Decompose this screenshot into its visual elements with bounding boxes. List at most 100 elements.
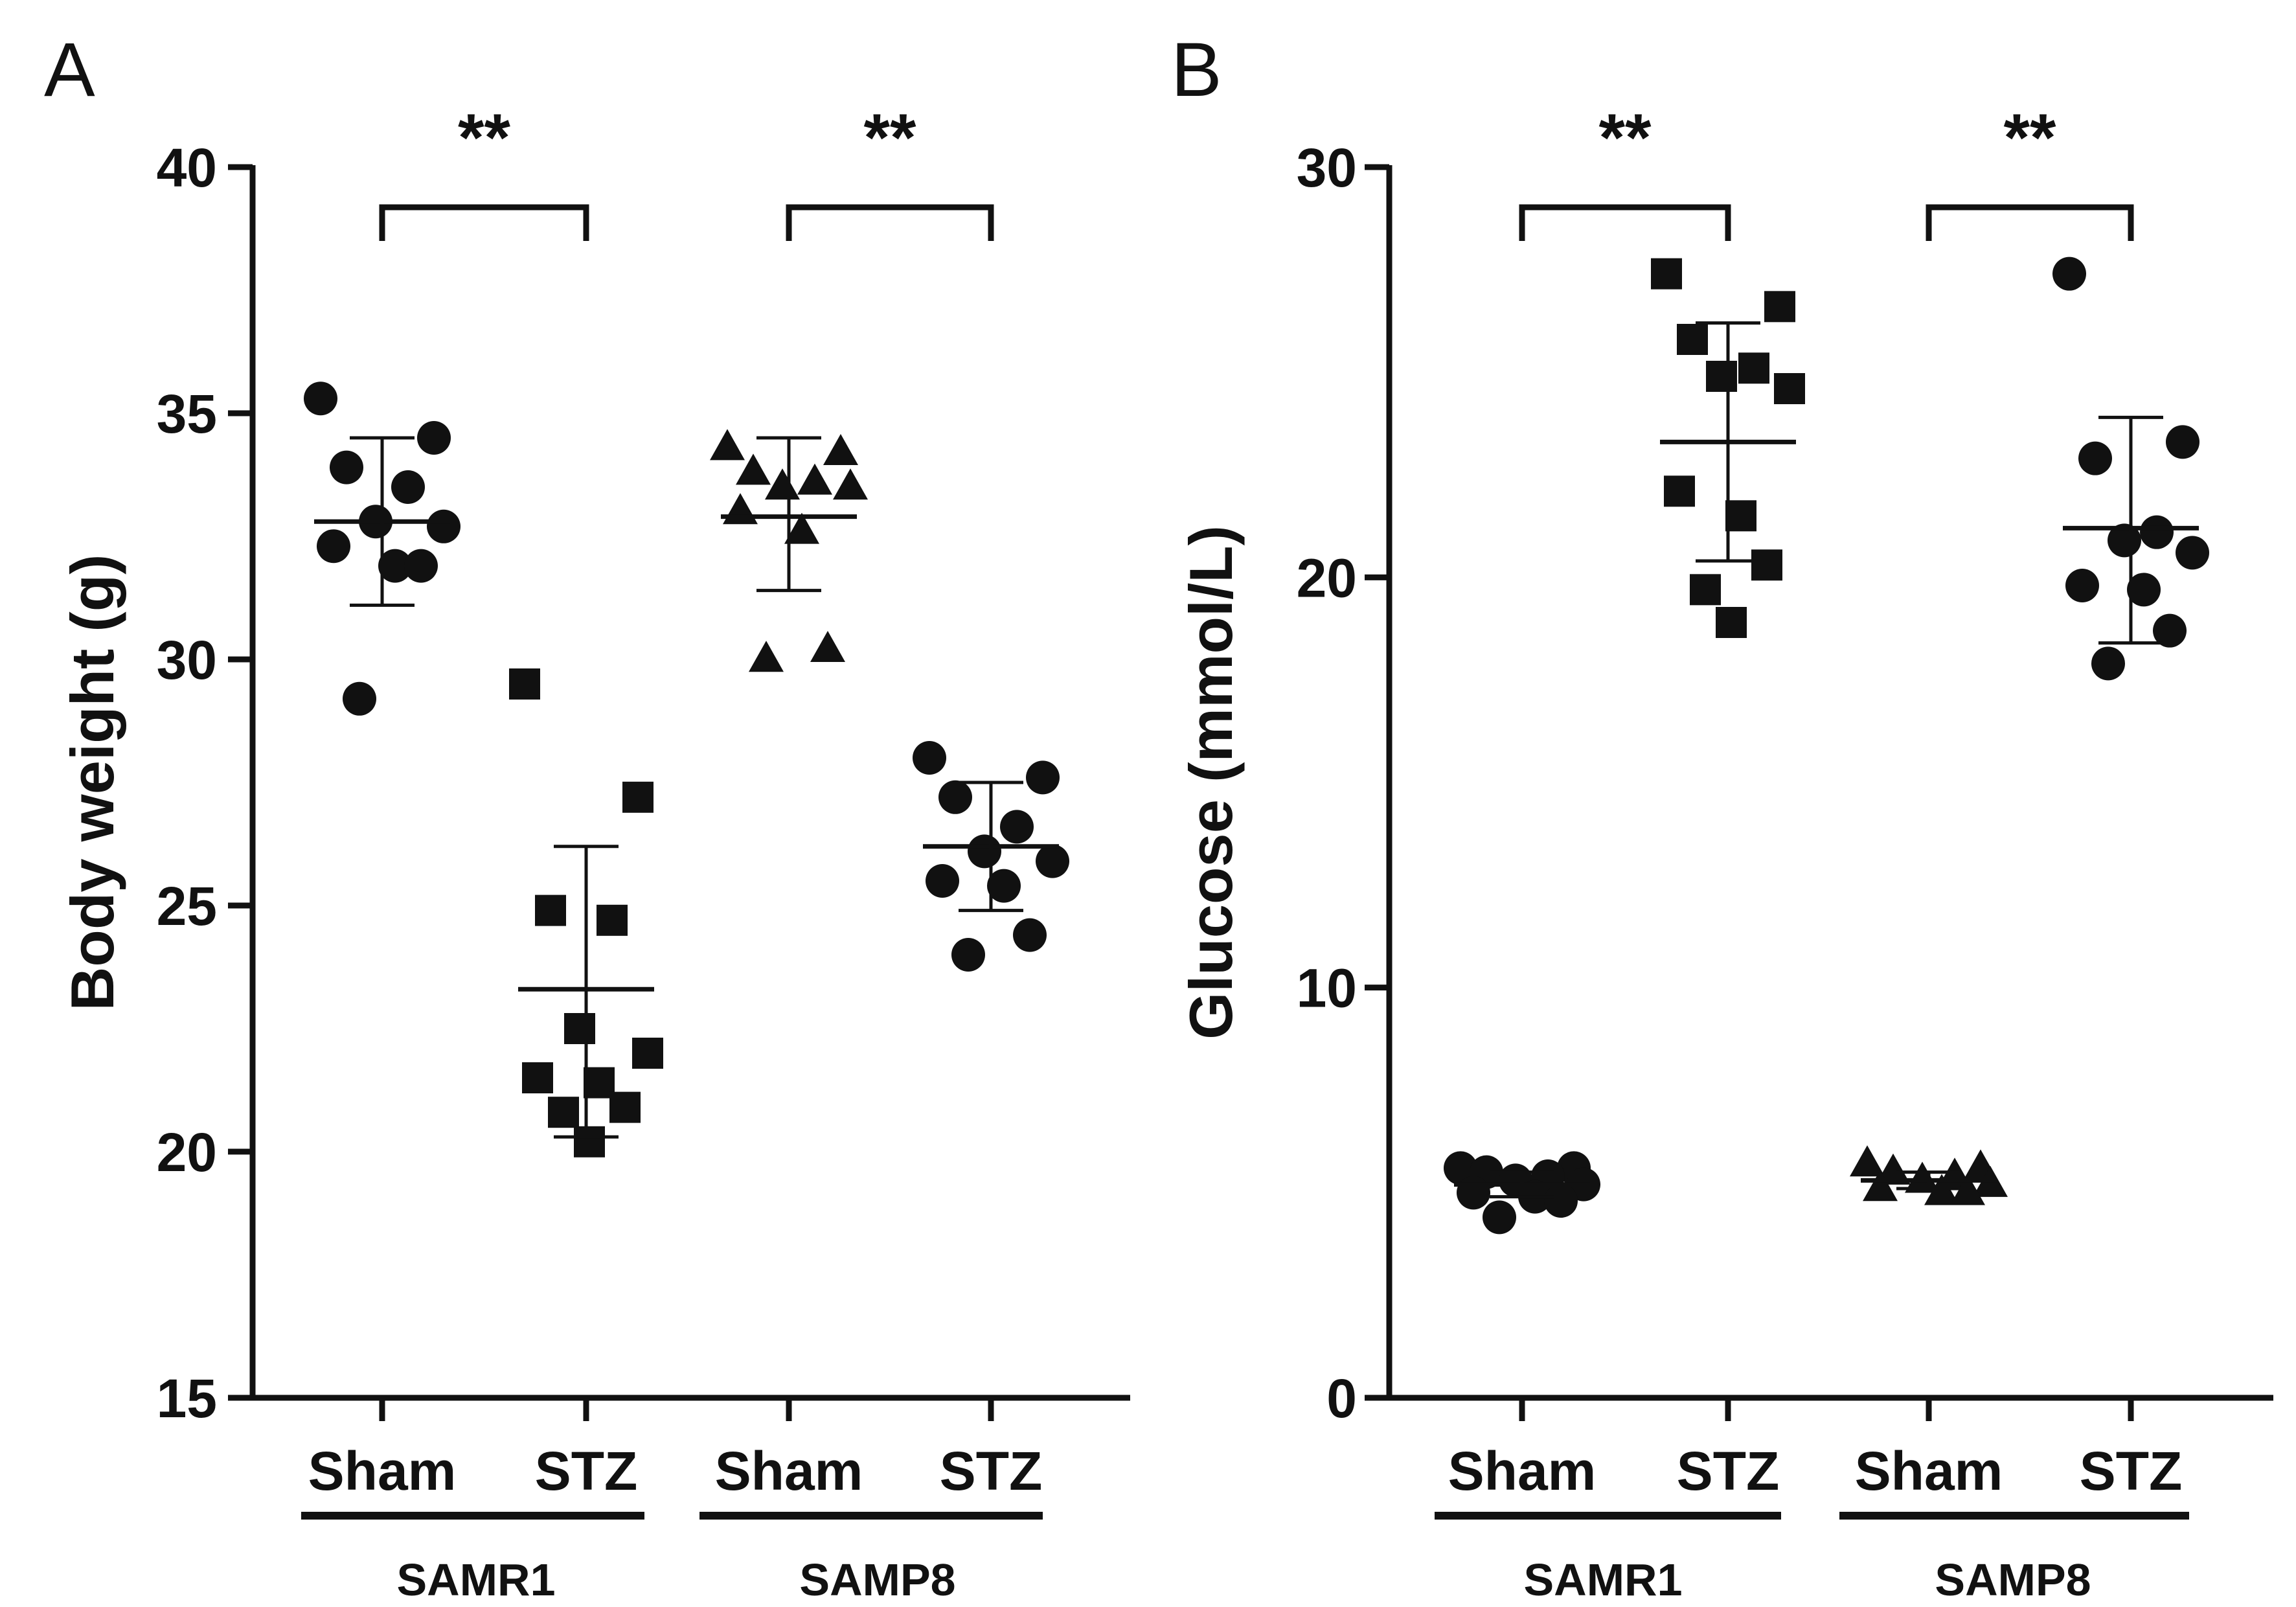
significance-bracket [1926,204,2134,241]
data-point [1457,1176,1490,1210]
panel-b: B 0 10 20 30 Glucose (mmol/L) Sham STZ Sham STZ SA… [1171,27,2273,1605]
data-point [2176,536,2209,570]
data-point [2140,515,2174,549]
data-point [2065,569,2099,602]
y-tick-label: 40 [157,137,217,198]
x-tick-label: Sham [308,1441,457,1501]
x-tick-label: Sham [1448,1441,1597,1501]
y-tick-label: 20 [157,1122,217,1183]
data-point [378,549,412,583]
data-point [1863,1170,1898,1202]
data-point [1677,324,1708,355]
group-label: SAMP8 [1935,1555,2091,1605]
data-point [427,509,460,543]
data-point [810,631,845,662]
data-point [1950,1174,1985,1205]
data-point [1905,1161,1940,1193]
significance-label: ** [458,100,510,176]
data-point [632,1038,663,1069]
series-samr1-sham [304,382,460,716]
data-point [509,668,540,700]
y-axis-label: Glucose (mmol/L) [1177,525,1245,1040]
x-tick-label: STZ [940,1441,1043,1501]
x-tick-label: STZ [1677,1441,1780,1501]
series-samr1-stz [509,668,663,1157]
data-point [1725,500,1756,532]
data-point [765,468,800,500]
data-point [597,904,628,936]
x-tick-label: STZ [535,1441,638,1501]
data-point [404,549,438,583]
y-tick-label: 10 [1297,958,1357,1019]
data-point [926,864,959,898]
series-samp8-sham [1850,1145,2008,1205]
series-samp8-stz [913,741,1069,972]
data-point [574,1126,605,1157]
panel-a: A 15 20 25 30 35 40 Body weight (g) Sham STZ Sham S… [44,27,1130,1605]
group-label: SAMP8 [799,1555,955,1605]
y-tick-label: 25 [157,876,217,937]
data-point [2108,523,2141,558]
data-point [2153,613,2187,648]
data-point [1850,1145,1885,1177]
data-point [1000,810,1034,844]
data-point [1651,258,1682,290]
data-point [1706,361,1737,392]
y-tick-label: 30 [1297,137,1357,198]
data-point [2091,646,2125,681]
data-point [1716,607,1747,638]
series-samp8-sham [710,429,868,672]
significance-bracket [786,204,994,241]
data-point [1690,574,1721,606]
y-tick-label: 0 [1326,1368,1357,1429]
series-samp8-stz [2052,256,2209,681]
data-point [723,493,758,525]
data-point [951,938,985,972]
data-point [797,463,832,495]
significance-label: ** [1599,100,1652,176]
data-point [784,512,819,544]
data-point [736,453,771,485]
data-point [987,869,1021,903]
data-point [535,895,566,926]
data-point [317,529,350,564]
data-point [391,470,425,504]
data-point [968,834,1001,869]
data-point [330,450,363,484]
data-point [1738,352,1769,384]
panel-letter: A [44,27,95,113]
data-point [609,1091,641,1123]
data-point [833,468,868,500]
data-point [1751,549,1782,581]
x-tick-label: Sham [715,1441,863,1501]
data-point [823,434,858,465]
group-label: SAMR1 [396,1555,555,1605]
series-samr1-stz [1651,258,1805,638]
series-samr1-sham [1444,1151,1600,1235]
data-point [1774,373,1805,404]
data-point [548,1097,579,1128]
significance-label: ** [864,100,916,176]
significance-bracket [1519,204,1731,241]
data-point [749,641,784,672]
data-point [622,781,654,813]
data-point [2052,256,2086,291]
significance-bracket [379,204,589,241]
panel-letter: B [1171,27,1222,113]
data-point [1764,291,1795,323]
x-tick-label: Sham [1855,1441,2003,1501]
y-tick-label: 15 [157,1368,217,1429]
data-point [343,681,376,716]
data-point [1876,1153,1911,1185]
data-point [304,382,337,416]
data-point [2127,573,2161,607]
data-point [710,429,745,461]
data-point [522,1062,553,1093]
y-axis-label: Body weight (g) [58,554,126,1011]
data-point [913,741,946,775]
data-point [938,780,972,814]
y-tick-label: 35 [157,383,217,444]
group-label: SAMR1 [1523,1555,1682,1605]
data-point [1664,475,1695,507]
data-point [1483,1200,1516,1235]
